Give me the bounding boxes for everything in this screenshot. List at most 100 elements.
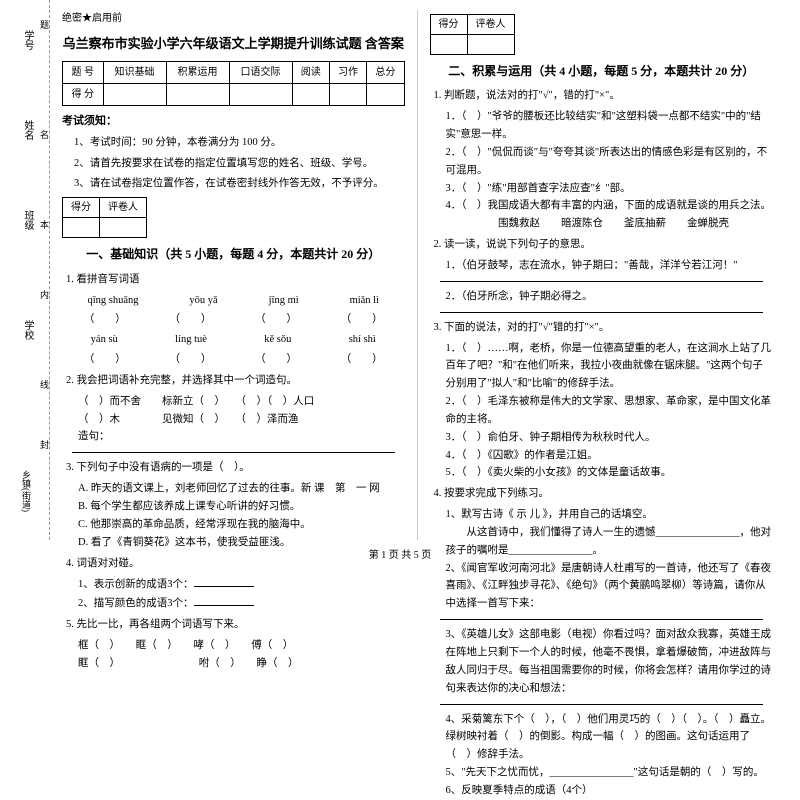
blank: （ ） bbox=[255, 311, 297, 329]
pinyin-row: （ ） （ ） （ ） （ ） bbox=[62, 351, 405, 369]
sub-question: 2、描写颜色的成语3个： bbox=[78, 594, 405, 613]
answer-line bbox=[194, 594, 254, 606]
make-sentence: 造句： bbox=[78, 428, 405, 446]
notice-item: 3、请在试卷指定位置作答，在试卷密封线外作答无效，不予评分。 bbox=[74, 175, 405, 193]
pinyin: yōu yǎ bbox=[189, 292, 217, 310]
table-cell: 评卷人 bbox=[100, 198, 147, 218]
gutter-mark: 线 bbox=[38, 380, 51, 389]
table-cell: 得分 bbox=[430, 15, 467, 35]
blank: （ ） bbox=[255, 351, 297, 369]
gutter-label: 乡镇(街道) bbox=[20, 470, 33, 512]
pinyin: shí shì bbox=[349, 331, 376, 349]
sub-question: 6、反映夏季特点的成语（4个） bbox=[446, 782, 774, 800]
blank: （ ） bbox=[169, 351, 211, 369]
table-cell bbox=[100, 218, 147, 238]
gutter-mark: 题 bbox=[38, 20, 51, 29]
table-cell: 总分 bbox=[367, 62, 404, 84]
gutter-label: 学校 bbox=[20, 320, 35, 340]
question: 1. 判断题，说法对的打"√"，错的打"×"。 bbox=[434, 87, 774, 105]
pinyin: jīng mì bbox=[269, 292, 299, 310]
sub-question: 1、表示创新的成语3个： bbox=[78, 575, 405, 594]
blank: （ ） bbox=[169, 311, 211, 329]
table-cell: 习作 bbox=[329, 62, 366, 84]
grader-table: 得分评卷人 bbox=[430, 14, 515, 55]
question: 1. 看拼音写词语 bbox=[66, 271, 405, 289]
sub-question: 2．（伯牙所念，钟子期必得之。 bbox=[446, 288, 774, 306]
grader-table: 得分评卷人 bbox=[62, 197, 147, 238]
gutter-label: 班级 bbox=[20, 210, 35, 230]
question-items: （ ）而不舍 标新立（ ） （ ）（ ）人口 （ ）木 见微知（ ） （ ）泽而… bbox=[78, 393, 405, 429]
pinyin: líng tuè bbox=[175, 331, 207, 349]
blank: （ ） bbox=[84, 311, 126, 329]
option: C. 他那崇高的革命品质，经常浮现在我的脑海中。 bbox=[78, 516, 405, 534]
sub-question: 3、《英雄儿女》这部电影（电视）你看过吗？面对敌众我寡，英雄王成在阵地上只剩下一… bbox=[446, 626, 774, 697]
table-row: 得 分 bbox=[63, 84, 405, 106]
left-column: 绝密★启用前 乌兰察布市实验小学六年级语文上学期提升训练试题 含答案 题 号 知… bbox=[50, 10, 418, 540]
answer-line bbox=[72, 452, 395, 453]
table-cell bbox=[292, 84, 329, 106]
sub-question: 2、《闻官军收河南河北》是唐朝诗人杜甫写的一首诗，他还写了《春夜喜雨》、《江畔独… bbox=[446, 560, 774, 614]
sub-question: 5．（ ）《卖火柴的小女孩》的文体是童话故事。 bbox=[446, 464, 774, 482]
text: 2、描写颜色的成语3个： bbox=[78, 598, 194, 609]
gutter-label: 学号 bbox=[20, 30, 35, 50]
pinyin: kě sǒu bbox=[264, 331, 291, 349]
table-cell: 知识基础 bbox=[103, 62, 166, 84]
sub-question: 1．（伯牙鼓琴，志在流水，钟子期曰："善哉，洋洋兮若江河！" bbox=[446, 257, 774, 275]
table-cell bbox=[166, 84, 229, 106]
question: 5. 先比一比，再各组两个词语写下来。 bbox=[66, 616, 405, 634]
blank: （ ） bbox=[341, 351, 383, 369]
option: B. 每个学生都应该养成上课专心听讲的好习惯。 bbox=[78, 498, 405, 516]
sub-question: 2．（ ）毛泽东被称是伟大的文学家、思想家、革命家，是中国文化革命的主将。 bbox=[446, 393, 774, 429]
exam-title: 乌兰察布市实验小学六年级语文上学期提升训练试题 含答案 bbox=[62, 33, 405, 55]
table-cell: 题 号 bbox=[63, 62, 104, 84]
option: A. 昨天的语文课上，刘老师回忆了过去的往事。新 课 第 一 网 bbox=[78, 480, 405, 498]
text: 1、表示创新的成语3个： bbox=[78, 579, 194, 590]
pinyin: miǎn lì bbox=[350, 292, 379, 310]
answer-line bbox=[194, 575, 254, 587]
table-row: 题 号 知识基础 积累运用 口语交际 阅读 习作 总分 bbox=[63, 62, 405, 84]
secrecy-mark: 绝密★启用前 bbox=[62, 10, 405, 27]
pinyin-row: yán sù líng tuè kě sǒu shí shì bbox=[62, 331, 405, 349]
table-cell bbox=[467, 35, 514, 55]
score-table: 题 号 知识基础 积累运用 口语交际 阅读 习作 总分 得 分 bbox=[62, 61, 405, 106]
table-cell: 得 分 bbox=[63, 84, 104, 106]
table-cell: 得分 bbox=[63, 198, 100, 218]
sub-question: 2．（ ）"侃侃而谈"与"夸夸其谈"所表达出的情感色彩是有区别的，不可混用。 bbox=[446, 144, 774, 180]
notice-title: 考试须知： bbox=[62, 112, 405, 131]
question: 2. 我会把词语补充完整，并选择其中一个词造句。 bbox=[66, 372, 405, 390]
question-items: 框（ ） 眶（ ） 哮（ ） 傅（ ） 眶（ ） 咐（ ） 睁（ ） bbox=[78, 637, 405, 673]
table-cell: 口语交际 bbox=[229, 62, 292, 84]
pinyin: yán sù bbox=[91, 331, 118, 349]
binding-gutter: 学号 姓名 班级 学校 乡镇(街道) 题 名 本 内 线 封 bbox=[0, 0, 50, 540]
pinyin: qīng shuāng bbox=[87, 292, 138, 310]
table-cell: 评卷人 bbox=[467, 15, 514, 35]
sub-question: 1．（ ）……啊，老桥，你是一位德高望重的老人，在这涧水上站了几百年了吧？"和"… bbox=[446, 340, 774, 394]
gutter-mark: 内 bbox=[38, 290, 51, 299]
table-cell bbox=[229, 84, 292, 106]
pinyin-row: （ ） （ ） （ ） （ ） bbox=[62, 311, 405, 329]
notice-item: 2、请首先按要求在试卷的指定位置填写您的姓名、班级、学号。 bbox=[74, 155, 405, 173]
blank: （ ） bbox=[84, 351, 126, 369]
page-footer: 第 1 页 共 5 页 bbox=[0, 546, 800, 561]
right-column: 得分评卷人 二、积累与运用（共 4 小题，每题 5 分，本题共计 20 分） 1… bbox=[418, 10, 786, 540]
table-cell bbox=[430, 35, 467, 55]
question: 2. 读一读，说说下列句子的意思。 bbox=[434, 236, 774, 254]
blank: （ ） bbox=[341, 311, 383, 329]
answer-line bbox=[440, 619, 764, 620]
table-cell bbox=[329, 84, 366, 106]
pinyin-row: qīng shuāng yōu yǎ jīng mì miǎn lì bbox=[62, 292, 405, 310]
gutter-label: 姓名 bbox=[20, 120, 35, 140]
table-cell bbox=[367, 84, 404, 106]
table-cell bbox=[103, 84, 166, 106]
question: 4. 按要求完成下列练习。 bbox=[434, 485, 774, 503]
sub-question: 1．（ ）"爷爷的腰板还比较结实"和"这塑料袋一点都不结实"中的"结实"意思一样… bbox=[446, 108, 774, 144]
gutter-mark: 封 bbox=[38, 440, 51, 449]
question: 3. 下面的说法，对的打"√"错的打"×"。 bbox=[434, 319, 774, 337]
section-title: 一、基础知识（共 5 小题，每题 4 分，本题共计 20 分） bbox=[62, 244, 405, 264]
page-container: 绝密★启用前 乌兰察布市实验小学六年级语文上学期提升训练试题 含答案 题 号 知… bbox=[0, 0, 800, 540]
answer-line bbox=[440, 312, 764, 313]
section-title: 二、积累与运用（共 4 小题，每题 5 分，本题共计 20 分） bbox=[430, 61, 774, 81]
sub-question: 4．（ ）我国成语大都有丰富的内涵，下面的成语就是谈的用兵之法。 围魏救赵 暗渡… bbox=[446, 197, 774, 233]
gutter-mark: 名 bbox=[38, 130, 51, 139]
answer-line bbox=[440, 281, 764, 282]
